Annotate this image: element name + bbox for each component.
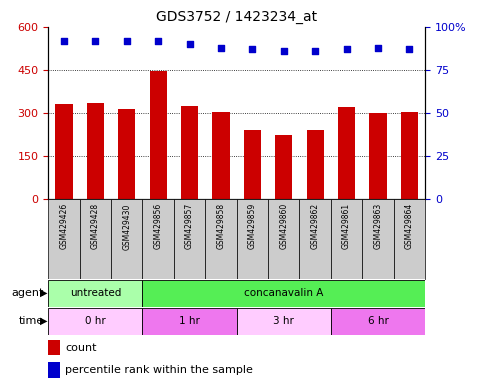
Bar bbox=[299, 199, 331, 279]
Text: GSM429428: GSM429428 bbox=[91, 203, 100, 249]
Bar bbox=[48, 362, 59, 378]
Point bbox=[280, 48, 288, 54]
Text: ▶: ▶ bbox=[40, 316, 48, 326]
Bar bbox=[237, 199, 268, 279]
Point bbox=[60, 38, 68, 44]
Bar bbox=[205, 199, 237, 279]
Text: 6 hr: 6 hr bbox=[368, 316, 388, 326]
Bar bbox=[111, 199, 142, 279]
Bar bbox=[369, 113, 386, 199]
Text: agent: agent bbox=[11, 288, 43, 298]
Text: untreated: untreated bbox=[70, 288, 121, 298]
Text: GSM429430: GSM429430 bbox=[122, 203, 131, 250]
Bar bbox=[362, 199, 394, 279]
Point bbox=[217, 45, 225, 51]
Bar bbox=[331, 308, 425, 334]
Bar bbox=[394, 199, 425, 279]
Text: 0 hr: 0 hr bbox=[85, 316, 106, 326]
Text: GSM429858: GSM429858 bbox=[216, 203, 226, 249]
Bar bbox=[338, 107, 355, 199]
Bar bbox=[56, 104, 72, 199]
Text: GSM429859: GSM429859 bbox=[248, 203, 257, 250]
Text: GSM429426: GSM429426 bbox=[59, 203, 69, 250]
Point bbox=[249, 46, 256, 52]
Point bbox=[186, 41, 194, 47]
Text: GSM429862: GSM429862 bbox=[311, 203, 320, 249]
Point bbox=[312, 48, 319, 54]
Text: GSM429856: GSM429856 bbox=[154, 203, 163, 250]
Bar bbox=[150, 71, 167, 199]
Text: GSM429864: GSM429864 bbox=[405, 203, 414, 250]
Text: GSM429863: GSM429863 bbox=[373, 203, 383, 250]
Point bbox=[343, 46, 351, 52]
Bar bbox=[48, 199, 80, 279]
Bar bbox=[142, 199, 174, 279]
Bar bbox=[48, 308, 142, 334]
Text: concanavalin A: concanavalin A bbox=[244, 288, 324, 298]
Bar bbox=[307, 130, 324, 199]
Bar bbox=[237, 308, 331, 334]
Point bbox=[123, 38, 130, 44]
Text: GSM429860: GSM429860 bbox=[279, 203, 288, 250]
Point bbox=[374, 45, 382, 51]
Text: 1 hr: 1 hr bbox=[179, 316, 200, 326]
Text: 3 hr: 3 hr bbox=[273, 316, 294, 326]
Text: GSM429857: GSM429857 bbox=[185, 203, 194, 250]
Bar bbox=[275, 134, 292, 199]
Bar bbox=[142, 308, 237, 334]
Bar bbox=[244, 130, 261, 199]
Text: count: count bbox=[65, 343, 97, 353]
Bar bbox=[174, 199, 205, 279]
Bar bbox=[331, 199, 362, 279]
Bar bbox=[87, 103, 104, 199]
Text: ▶: ▶ bbox=[40, 288, 48, 298]
Bar bbox=[181, 106, 198, 199]
Bar bbox=[48, 280, 142, 306]
Bar bbox=[142, 280, 425, 306]
Text: GSM429861: GSM429861 bbox=[342, 203, 351, 249]
Bar bbox=[401, 112, 418, 199]
Title: GDS3752 / 1423234_at: GDS3752 / 1423234_at bbox=[156, 10, 317, 25]
Text: time: time bbox=[18, 316, 43, 326]
Bar bbox=[118, 109, 135, 199]
Bar bbox=[213, 112, 229, 199]
Bar bbox=[268, 199, 299, 279]
Point bbox=[155, 38, 162, 44]
Bar bbox=[48, 340, 59, 356]
Point bbox=[92, 38, 99, 44]
Bar bbox=[80, 199, 111, 279]
Point bbox=[406, 46, 413, 52]
Text: percentile rank within the sample: percentile rank within the sample bbox=[65, 365, 253, 375]
